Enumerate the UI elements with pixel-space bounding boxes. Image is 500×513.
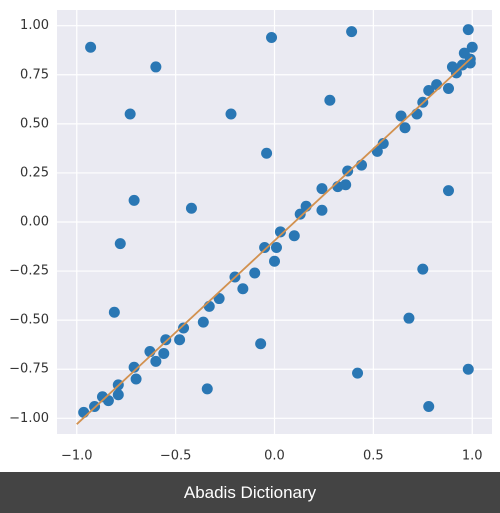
point [158, 348, 170, 360]
point [274, 226, 286, 238]
y-tick-label: 0.75 [20, 67, 49, 82]
point [124, 108, 136, 120]
point [150, 355, 162, 367]
point [342, 165, 354, 177]
point [288, 230, 300, 242]
point [85, 41, 97, 53]
point [178, 322, 190, 334]
y-tick-label: −0.50 [9, 313, 49, 328]
point [185, 202, 197, 214]
y-tick-label: −1.00 [9, 411, 49, 426]
point [316, 183, 328, 195]
point [411, 108, 423, 120]
x-tick-label: 0.0 [264, 449, 285, 464]
point [160, 334, 172, 346]
y-tick-label: 0.25 [20, 165, 49, 180]
point [443, 185, 454, 197]
point [128, 361, 140, 373]
point [78, 406, 90, 418]
point [201, 383, 213, 395]
point [356, 159, 367, 171]
point [249, 267, 261, 279]
point [102, 395, 114, 407]
x-tick-label: 1.0 [462, 449, 483, 464]
point [108, 306, 120, 318]
point [352, 367, 364, 379]
point [237, 283, 249, 295]
point [346, 26, 358, 38]
point [259, 242, 271, 254]
point [270, 242, 282, 254]
point [294, 208, 306, 220]
point [316, 204, 328, 216]
fit-line [76, 56, 473, 425]
point [417, 263, 429, 275]
chart: −1.0 −0.5 0.0 0.5 1.0 1.00 0.75 0.50 0.25 0.00 −0.… [9, 10, 492, 464]
y-tick-label: −0.75 [9, 362, 49, 377]
point [114, 238, 126, 250]
point [324, 94, 336, 106]
point [197, 316, 209, 328]
point [174, 334, 186, 346]
point [466, 41, 478, 53]
y-tick-label: 0.50 [20, 116, 49, 131]
point [403, 312, 415, 324]
point [399, 122, 411, 134]
y-tick-label: 1.00 [20, 18, 49, 33]
x-tick-label: 0.5 [363, 449, 384, 464]
caption: Abadis Dictionary [0, 472, 500, 513]
point [443, 83, 454, 95]
point [462, 24, 474, 36]
point [464, 57, 476, 69]
x-tick-label: −1.0 [61, 449, 93, 464]
point [261, 147, 273, 159]
point [150, 61, 162, 73]
point [130, 373, 142, 385]
point [112, 389, 124, 401]
y-tick-label: 0.00 [20, 215, 49, 230]
point [225, 108, 237, 120]
point [266, 31, 278, 43]
point [203, 300, 215, 312]
point [377, 137, 389, 149]
y-tick-label: −0.25 [9, 264, 49, 279]
point [462, 363, 474, 375]
point [269, 255, 280, 267]
point [431, 79, 443, 91]
point [423, 84, 435, 96]
point [395, 110, 407, 122]
point [340, 179, 352, 191]
x-tick-label: −0.5 [160, 449, 192, 464]
point [128, 194, 140, 206]
point [423, 401, 435, 413]
point [255, 338, 267, 350]
